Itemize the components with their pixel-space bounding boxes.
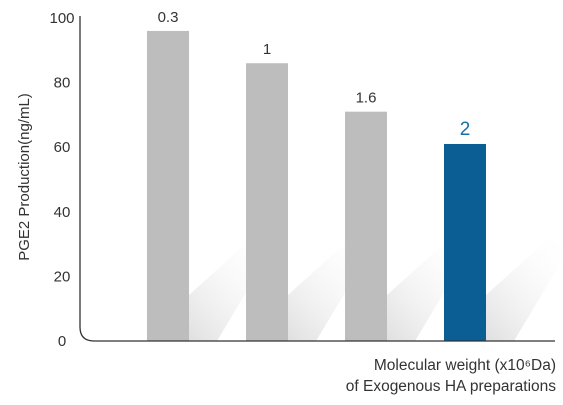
- value-labels: 0.3 1 1.6 2: [158, 9, 471, 140]
- bar: [246, 63, 288, 341]
- bar: [345, 111, 387, 341]
- x-axis-label-line2: of Exogenous HA preparations: [346, 378, 556, 395]
- bar-value-label: 1.6: [356, 90, 377, 107]
- y-tick-label: 100: [49, 10, 74, 27]
- bar-value-label: 1: [263, 41, 271, 58]
- bar-value-label: 2: [460, 119, 471, 140]
- bar-highlight: [444, 143, 486, 341]
- bar-shadow: [486, 240, 563, 341]
- x-axis-label-line1: Molecular weight (x10⁶Da): [374, 357, 556, 374]
- y-tick-labels: 0 20 40 60 80 100: [49, 10, 74, 350]
- bar-value-label: 0.3: [158, 9, 179, 26]
- y-tick-label: 0: [58, 333, 66, 350]
- y-axis-label: PGE2 Production(ng/mL): [16, 93, 33, 261]
- y-tick-label: 80: [54, 75, 71, 92]
- bars: [147, 30, 486, 341]
- y-tick-label: 40: [54, 204, 71, 221]
- y-tick-label: 60: [54, 139, 71, 156]
- y-tick-label: 20: [54, 268, 71, 285]
- axis-line: [79, 16, 555, 342]
- bar: [147, 30, 189, 341]
